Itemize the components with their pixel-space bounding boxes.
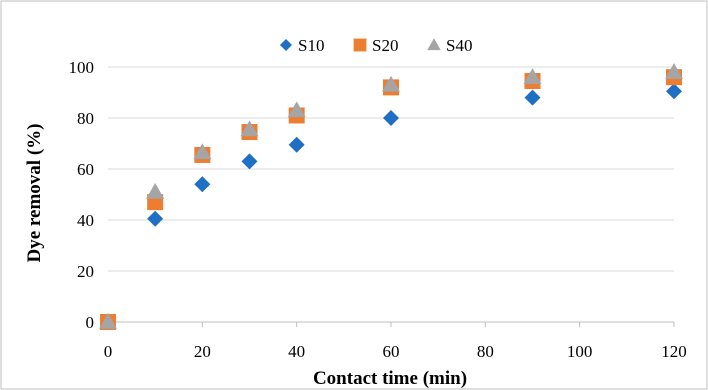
legend: S10 S20 S40 [280, 36, 472, 55]
y-tick-label: 60 [77, 160, 94, 179]
legend-marker [353, 38, 367, 52]
axes [107, 321, 675, 327]
y-tick-label: 40 [77, 211, 94, 230]
x-tick-label: 20 [194, 342, 211, 361]
y-tick-label: 20 [77, 262, 94, 281]
x-tick-label: 100 [567, 342, 593, 361]
x-axis-title: Contact time (min) [313, 368, 467, 389]
data-point-s40 [287, 101, 306, 118]
series-layer [99, 63, 683, 330]
legend-marker [280, 39, 292, 51]
data-point-s10 [194, 176, 211, 193]
data-point-s10 [524, 89, 541, 106]
series-s40 [99, 63, 683, 329]
legend-item-s40: S40 [427, 36, 472, 55]
data-point-s10 [288, 136, 305, 153]
legend-label: S40 [446, 36, 472, 55]
y-tick-label: 80 [77, 109, 94, 128]
y-axis-title: Dye removal (%) [24, 124, 45, 263]
legend-marker [427, 38, 441, 51]
data-point-s10 [383, 110, 399, 126]
data-point-s10 [666, 83, 682, 100]
legend-label: S20 [372, 36, 398, 55]
data-point-s40 [193, 143, 212, 160]
data-point-s10 [147, 210, 164, 227]
data-point-s40 [99, 313, 117, 329]
data-point-s40 [665, 63, 683, 79]
y-tick-label: 0 [86, 313, 95, 332]
y-tick-labels: 0 20 40 60 80 100 [69, 58, 95, 332]
data-point-s40 [523, 68, 542, 84]
legend-label: S10 [298, 36, 324, 55]
gridlines [108, 66, 674, 272]
x-tick-labels: 0 20 40 60 80 100 120 [104, 342, 687, 361]
x-tick-label: 120 [661, 342, 687, 361]
x-tick-label: 40 [288, 342, 305, 361]
legend-item-s20: S20 [353, 36, 398, 55]
data-point-s40 [382, 75, 400, 92]
data-point-s40 [146, 182, 165, 199]
legend-item-s10: S10 [280, 36, 324, 55]
data-point-s40 [240, 120, 259, 137]
data-point-s10 [241, 153, 258, 170]
x-tick-label: 0 [104, 342, 113, 361]
x-tick-label: 80 [477, 342, 494, 361]
y-tick-label: 100 [69, 58, 95, 77]
x-tick-label: 60 [383, 342, 400, 361]
